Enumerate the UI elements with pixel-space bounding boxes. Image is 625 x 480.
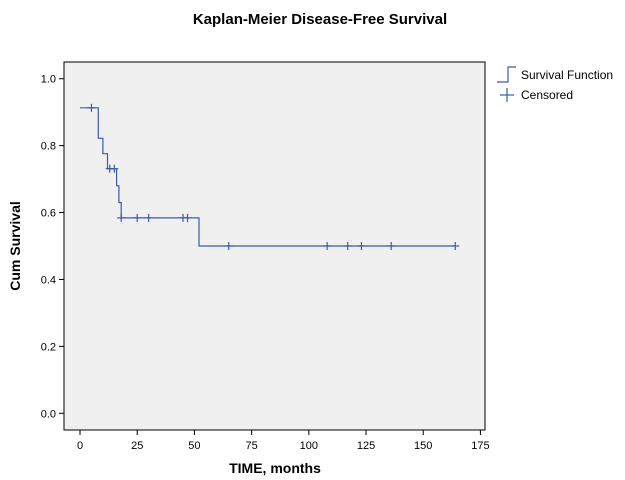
x-tick-label: 100 [300, 440, 318, 452]
censored-marker [343, 242, 352, 250]
legend-censored-label: Censored [521, 88, 573, 102]
censored-marker [323, 242, 332, 250]
x-tick-label: 25 [131, 440, 143, 452]
x-tick-label: 50 [188, 440, 200, 452]
x-tick-label: 125 [357, 440, 375, 452]
censored-marker [183, 213, 192, 222]
censored-marker [117, 213, 126, 222]
censored-marker [133, 213, 142, 222]
y-tick-label: 0.2 [41, 341, 56, 353]
chart-title: Kaplan-Meier Disease-Free Survival [193, 11, 447, 28]
censored-marker [224, 242, 233, 250]
y-tick-label: 0.0 [41, 408, 56, 420]
y-axis: 0.0 0.2 0.4 0.6 0.8 1.0 [41, 74, 64, 420]
censored-marker [110, 164, 119, 173]
legend-survival-swatch [497, 66, 516, 83]
censored-markers [87, 103, 460, 250]
y-tick-label: 0.4 [41, 274, 56, 286]
censored-marker [87, 103, 96, 112]
legend: Survival Function Censored [497, 66, 613, 102]
x-tick-label: 0 [77, 440, 83, 452]
y-tick-label: 0.8 [41, 141, 56, 153]
y-tick-label: 1.0 [41, 74, 56, 86]
censored-marker [144, 213, 153, 222]
censored-marker [451, 242, 460, 250]
x-tick-label: 150 [414, 440, 432, 452]
y-axis-label: Cum Survival [7, 201, 23, 290]
censored-marker [357, 242, 366, 250]
x-tick-label: 175 [471, 440, 489, 452]
legend-censored-swatch [500, 88, 514, 102]
survival-function-line [80, 107, 456, 247]
x-axis-label: TIME, months [229, 460, 321, 476]
censored-marker [387, 242, 396, 250]
x-axis: 0 25 50 75 100 125 150 175 [77, 430, 490, 452]
y-tick-label: 0.6 [41, 208, 56, 220]
legend-survival-label: Survival Function [521, 68, 613, 82]
x-tick-label: 75 [245, 440, 257, 452]
